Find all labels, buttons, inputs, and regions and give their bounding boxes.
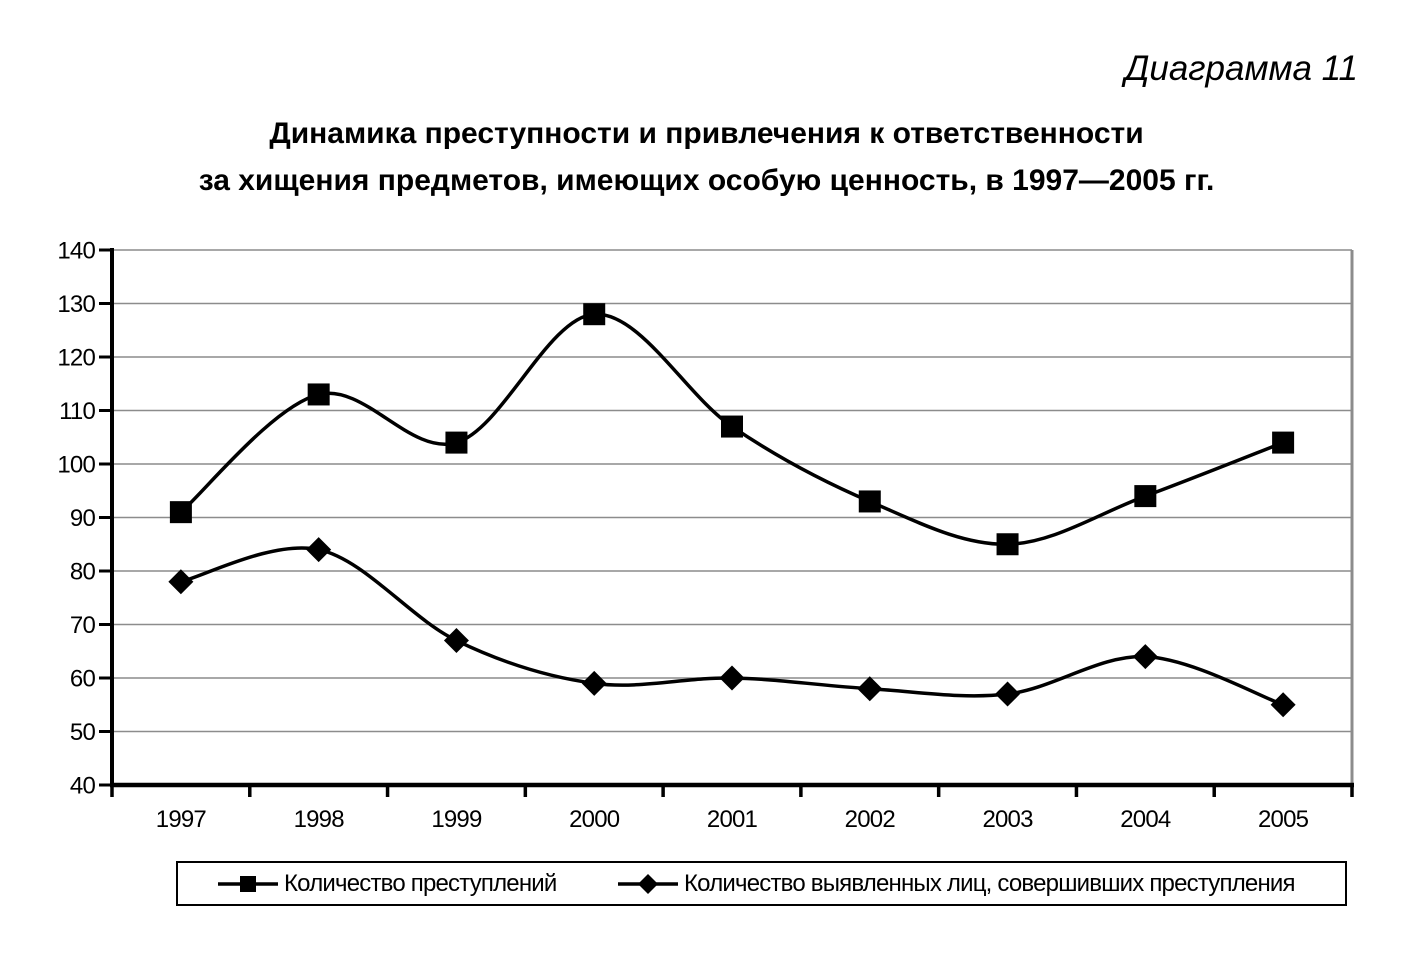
series-line-0 <box>179 312 1284 547</box>
y-axis-label: 100 <box>57 452 95 479</box>
series-1-diamond-marker <box>1270 692 1296 718</box>
series-0-square-marker <box>307 383 330 406</box>
y-axis-label: 50 <box>70 719 96 746</box>
series-0-square-marker <box>445 431 468 454</box>
series-1-diamond-marker <box>1132 644 1158 670</box>
chart-title-line2: за хищения предметов, имеющих особую цен… <box>198 164 1215 197</box>
chart-title-line1: Динамика преступности и привлечения к от… <box>269 117 1144 150</box>
x-axis-label: 2003 <box>982 806 1033 833</box>
series-0-square-marker <box>169 501 192 524</box>
series-1-diamond-marker <box>168 569 194 595</box>
x-axis-label: 2002 <box>845 806 896 833</box>
x-axis-label: 2000 <box>569 806 620 833</box>
series-0-square-marker <box>996 533 1019 556</box>
series-1-diamond-marker <box>857 676 883 702</box>
chart-title: Динамика преступности и привлечения к от… <box>0 110 1413 204</box>
series-0-square-marker <box>1134 485 1157 508</box>
legend-item-persons: Количество выявленных лиц, совершивших п… <box>618 863 1296 904</box>
square-series-legend-marker-icon <box>218 875 278 892</box>
series-1-diamond-marker <box>443 628 469 654</box>
x-axis-label: 2001 <box>707 806 758 833</box>
series-1-diamond-marker <box>306 537 332 563</box>
x-axis-label: 1999 <box>431 806 482 833</box>
x-axis-label: 1997 <box>156 806 207 833</box>
legend-label-crimes: Количество преступлений <box>284 869 557 897</box>
legend-item-crimes: Количество преступлений <box>218 863 557 904</box>
x-axis-label: 2004 <box>1120 806 1171 833</box>
y-axis-label: 60 <box>70 666 96 693</box>
series-0-square-marker <box>583 303 606 326</box>
y-axis-label: 80 <box>70 559 96 586</box>
x-axis-label: 1998 <box>294 806 345 833</box>
series-0-square-marker <box>858 490 881 513</box>
chart-legend: Количество преступлений Количество выявл… <box>176 861 1347 906</box>
series-0-square-marker <box>1272 431 1295 454</box>
y-axis-label: 110 <box>59 398 95 425</box>
series-1-diamond-marker <box>995 681 1021 707</box>
line-chart-plot-area: 40 50 60 70 80 90 100 110 120 130 140 1997 1998 1999 2… <box>57 238 1354 833</box>
y-axis-label: 120 <box>57 345 95 372</box>
y-axis-label: 90 <box>70 505 96 532</box>
diagram-number-label: Диаграмма 11 <box>1124 49 1358 88</box>
series-1-diamond-marker <box>581 670 607 696</box>
legend-label-persons: Количество выявленных лиц, совершивших п… <box>684 869 1296 897</box>
y-axis-label: 40 <box>70 773 96 800</box>
series-1-diamond-marker <box>719 665 745 691</box>
diamond-series-legend-marker-icon <box>618 873 678 894</box>
y-axis-label: 70 <box>70 612 96 639</box>
y-axis-label: 140 <box>57 238 95 265</box>
x-axis-label: 2005 <box>1258 806 1309 833</box>
series-0-square-marker <box>721 415 743 438</box>
y-axis-label: 130 <box>57 291 95 318</box>
